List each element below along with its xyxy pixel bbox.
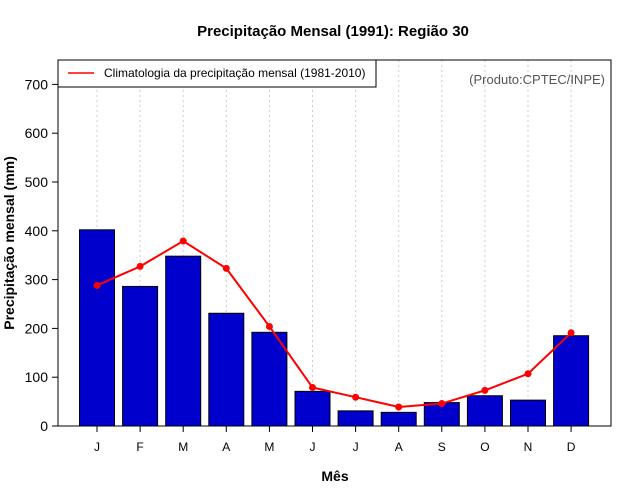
bars bbox=[79, 229, 590, 427]
bar-6 bbox=[337, 410, 374, 427]
x-tick-label: J bbox=[310, 440, 316, 454]
bar-1 bbox=[122, 285, 159, 427]
bar-9 bbox=[466, 395, 503, 427]
x-axis-label: Mês bbox=[321, 468, 348, 484]
climatology-point-9 bbox=[481, 386, 489, 394]
climatology-line bbox=[93, 237, 575, 411]
legend: Climatologia da precipitação mensal (198… bbox=[57, 59, 377, 88]
x-tick-label: O bbox=[480, 440, 489, 454]
bar-10 bbox=[510, 399, 546, 427]
y-tick-label: 600 bbox=[25, 125, 49, 141]
legend-box bbox=[57, 59, 377, 88]
x-tick-label: S bbox=[438, 440, 446, 454]
x-tick-label: F bbox=[136, 440, 143, 454]
bar-4 bbox=[251, 331, 288, 427]
climatology-point-5 bbox=[309, 383, 316, 391]
x-tick-label: M bbox=[178, 440, 188, 454]
climatology-point-6 bbox=[352, 393, 360, 401]
y-tick-label: 500 bbox=[25, 174, 49, 190]
climatology-point-7 bbox=[395, 403, 403, 411]
bar-2 bbox=[165, 255, 202, 427]
climatology-point-1 bbox=[136, 262, 144, 270]
x-tick-label: J bbox=[353, 440, 359, 454]
product-credit: (Produto:CPTEC/INPE) bbox=[469, 72, 605, 87]
bar-11 bbox=[553, 335, 590, 427]
y-tick-label: 400 bbox=[25, 223, 49, 239]
climatology-point-8 bbox=[438, 400, 446, 408]
climatology-point-0 bbox=[93, 281, 101, 289]
x-tick-label: M bbox=[264, 440, 274, 454]
climatology-point-2 bbox=[179, 237, 187, 245]
chart-title: Precipitação Mensal (1991): Região 30 bbox=[197, 23, 469, 40]
bar-7 bbox=[380, 411, 417, 427]
climatology-point-10 bbox=[524, 370, 532, 378]
bar-5 bbox=[294, 390, 331, 427]
climatology-polyline bbox=[96, 239, 572, 408]
climatology-point-3 bbox=[222, 264, 230, 272]
climatology-point-11 bbox=[567, 329, 575, 337]
y-tick-label: 200 bbox=[25, 320, 49, 336]
legend-entry-climatology: Climatologia da precipitação mensal (198… bbox=[104, 66, 365, 80]
x-tick-label: A bbox=[222, 440, 230, 454]
y-axis-label: Precipitação mensal (mm) bbox=[1, 156, 17, 330]
x-tick-label: D bbox=[567, 440, 576, 454]
x-tick-label: A bbox=[395, 440, 403, 454]
y-tick-label: 300 bbox=[25, 272, 49, 288]
y-tick-label: 0 bbox=[40, 418, 48, 434]
y-tick-label: 700 bbox=[25, 76, 49, 92]
y-tick-label: 100 bbox=[25, 369, 49, 385]
x-tick-label: J bbox=[94, 440, 100, 454]
bar-3 bbox=[208, 312, 245, 427]
bar-0 bbox=[79, 229, 115, 427]
y-axis: 0 100 200 300 400 500 600 700 bbox=[25, 76, 58, 434]
x-tick-label: N bbox=[524, 440, 533, 454]
climatology-point-4 bbox=[265, 322, 273, 330]
